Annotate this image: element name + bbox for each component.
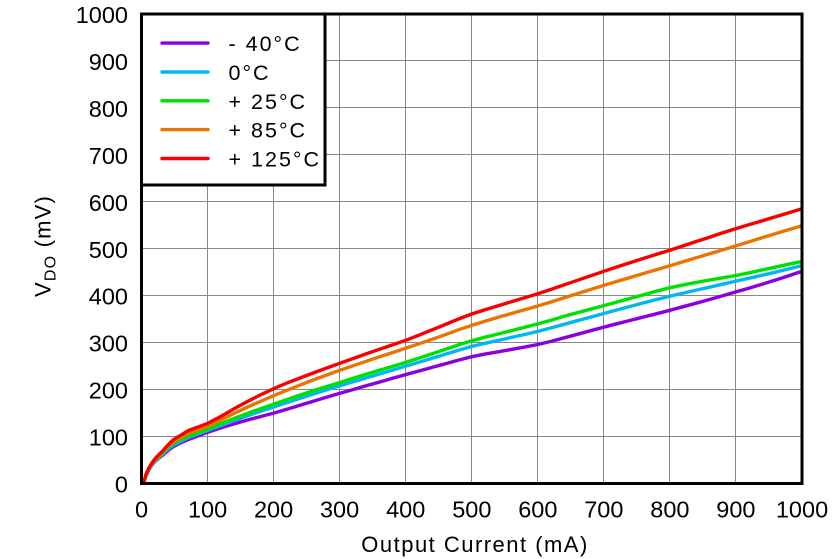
svg-text:1000: 1000 [76,2,128,28]
svg-text:300: 300 [89,331,128,357]
svg-text:800: 800 [89,96,128,122]
svg-text:100: 100 [188,497,227,523]
svg-text:700: 700 [584,497,623,523]
svg-text:300: 300 [320,497,359,523]
svg-text:400: 400 [89,284,128,310]
svg-text:+ 125°C: + 125°C [229,148,322,172]
svg-text:+ 85°C: + 85°C [229,119,308,143]
svg-text:900: 900 [716,497,755,523]
svg-text:0: 0 [115,472,128,498]
svg-text:VDO (mV): VDO (mV) [31,195,60,297]
svg-text:200: 200 [254,497,293,523]
svg-text:700: 700 [89,143,128,169]
svg-text:500: 500 [452,497,491,523]
svg-text:600: 600 [518,497,557,523]
svg-text:800: 800 [650,497,689,523]
svg-text:600: 600 [89,190,128,216]
svg-text:500: 500 [89,237,128,263]
svg-text:Output Current (mA): Output Current (mA) [361,532,587,557]
svg-text:200: 200 [89,378,128,404]
svg-text:400: 400 [386,497,425,523]
svg-text:100: 100 [89,425,128,451]
svg-text:0: 0 [135,497,148,523]
svg-text:0°C: 0°C [229,61,271,85]
svg-text:- 40°C: - 40°C [229,32,302,56]
svg-text:+ 25°C: + 25°C [229,90,308,114]
svg-text:1000: 1000 [776,497,828,523]
svg-text:900: 900 [89,49,128,75]
